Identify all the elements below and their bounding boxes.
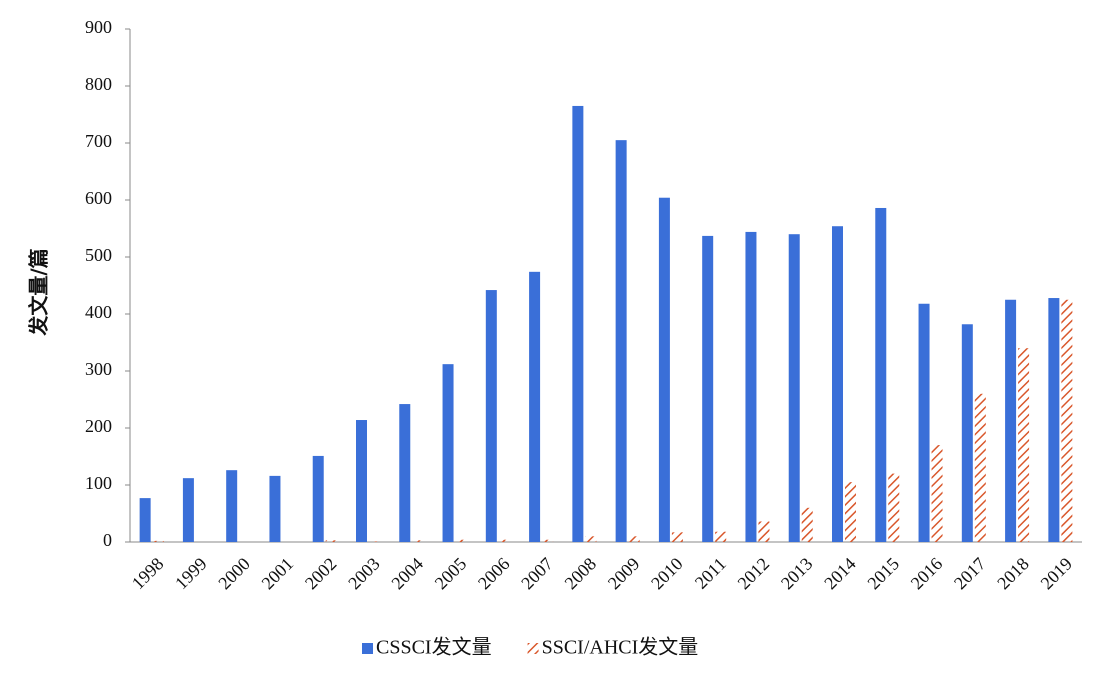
bar (498, 539, 510, 542)
y-tick-label: 900 (85, 17, 112, 37)
bar (325, 540, 337, 542)
bar (485, 290, 497, 542)
bar (312, 455, 324, 542)
bar (369, 541, 380, 542)
x-tick-label: 2001 (258, 554, 298, 594)
bar (671, 532, 683, 542)
legend-label: CSSCI发文量 (376, 636, 492, 659)
bar (585, 536, 597, 542)
x-tick-label: 2019 (1037, 554, 1077, 594)
bar (1061, 299, 1073, 542)
bar (226, 470, 238, 542)
y-tick-label: 400 (85, 302, 112, 322)
x-tick-label: 2003 (344, 554, 384, 594)
x-tick-label: 2011 (691, 554, 730, 593)
y-tick-label: 500 (85, 245, 112, 265)
x-tick-label: 2016 (907, 554, 947, 594)
bar (412, 540, 424, 542)
y-tick-label: 100 (85, 473, 112, 493)
legend-swatch (527, 643, 539, 654)
x-tick-label: 2009 (604, 554, 644, 594)
bar (628, 536, 640, 542)
x-tick-label: 1998 (128, 554, 168, 594)
x-tick-label: 2017 (950, 554, 990, 594)
x-tick-label: 2006 (474, 554, 514, 594)
bar (745, 231, 757, 543)
y-tick-label: 0 (103, 530, 112, 550)
x-tick-label: 2012 (734, 554, 774, 594)
x-tick-label: 2002 (301, 554, 341, 594)
bar (658, 197, 670, 542)
x-tick-label: 2013 (777, 554, 817, 594)
x-tick-label: 2005 (431, 554, 471, 594)
bar (832, 226, 843, 542)
x-tick-label: 2004 (387, 554, 427, 594)
bar (702, 235, 714, 542)
bar (974, 393, 986, 542)
legend-swatch (362, 643, 373, 654)
bar (529, 271, 541, 542)
bar (788, 234, 800, 542)
x-tick-label: 2008 (561, 554, 601, 594)
bar (356, 420, 367, 542)
y-tick-label: 300 (85, 359, 112, 379)
bar (961, 324, 973, 542)
bar (615, 140, 627, 542)
bar (845, 482, 856, 542)
x-tick-label: 2018 (993, 554, 1033, 594)
x-tick-label: 2000 (214, 554, 254, 594)
bar (139, 498, 151, 542)
bar (455, 539, 467, 542)
bar (572, 105, 584, 542)
y-tick-label: 700 (85, 131, 112, 151)
y-axis-label: 发文量/篇 (27, 248, 51, 336)
bar (758, 521, 770, 542)
bar (875, 207, 887, 543)
bar (801, 507, 813, 542)
bar (399, 404, 411, 542)
bar (1018, 348, 1030, 542)
bar (542, 539, 554, 542)
bar (442, 364, 454, 542)
bar (1005, 299, 1017, 542)
x-tick-label: 2007 (517, 554, 557, 594)
y-tick-label: 200 (85, 416, 112, 436)
bar (888, 473, 900, 542)
bar (918, 303, 930, 542)
x-tick-label: 1999 (171, 554, 211, 594)
bar (182, 478, 194, 542)
legend-label: SSCI/AHCI发文量 (542, 636, 699, 659)
bar (931, 445, 943, 542)
x-tick-label: 2014 (820, 554, 860, 594)
bar (269, 475, 281, 542)
y-tick-label: 600 (85, 188, 112, 208)
x-tick-label: 2015 (863, 554, 903, 594)
bar (1048, 298, 1060, 542)
bar (715, 531, 727, 542)
x-tick-label: 2010 (647, 554, 687, 594)
y-tick-label: 800 (85, 74, 112, 94)
bar (152, 540, 164, 542)
